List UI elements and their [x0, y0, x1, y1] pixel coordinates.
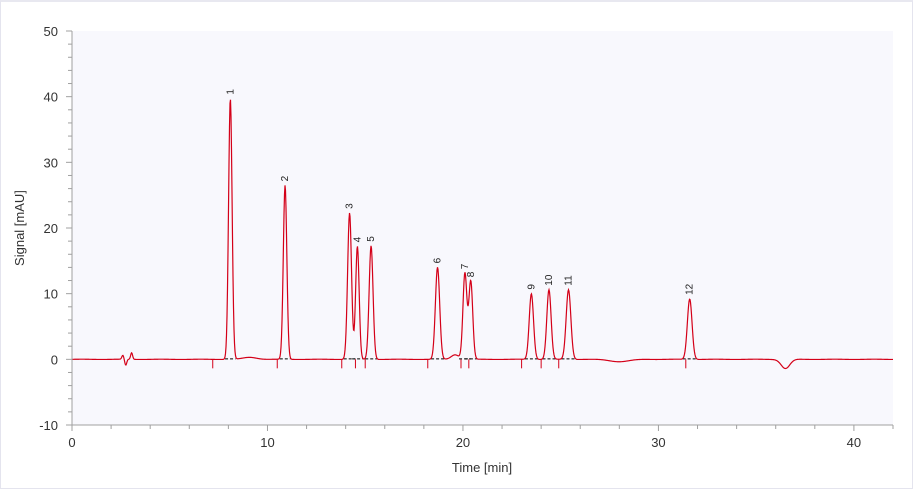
y-axis: -10 0 10 20 30 40 50: [39, 24, 73, 433]
x-tick-label: 10: [260, 435, 274, 450]
y-tick-label: 10: [44, 287, 58, 302]
x-tick-label: 30: [651, 435, 665, 450]
peak-label: 10: [544, 274, 555, 286]
peak-label: 1: [225, 89, 236, 95]
peak-label: 7: [460, 263, 471, 269]
x-tick-label: 20: [456, 435, 470, 450]
peak-label: 6: [433, 257, 444, 263]
peak-label: 5: [366, 236, 377, 242]
y-tick-label: -10: [39, 418, 58, 433]
x-tick-label: 0: [68, 435, 75, 450]
peak-label: 2: [280, 175, 291, 181]
x-axis-title: Time [min]: [452, 460, 512, 475]
plot-area: [72, 31, 893, 425]
y-tick-label: 50: [44, 24, 58, 39]
peak-label: 3: [345, 203, 356, 209]
peak-label: 11: [564, 275, 575, 286]
y-tick-label: 0: [51, 352, 58, 367]
x-axis: 0 10 20 30 40: [68, 424, 894, 450]
peak-label: 12: [685, 283, 696, 295]
peak-label: 4: [352, 236, 363, 242]
y-tick-label: 40: [44, 90, 58, 105]
peak-label: 8: [466, 271, 477, 277]
event-markers: [212, 359, 687, 369]
signal-trace: [71, 99, 893, 370]
y-tick-label: 30: [44, 155, 58, 170]
x-tick-label: 40: [847, 435, 861, 450]
y-tick-label: 20: [44, 221, 58, 236]
peak-label: 9: [526, 284, 537, 290]
y-axis-title: Signal [mAU]: [12, 190, 27, 266]
